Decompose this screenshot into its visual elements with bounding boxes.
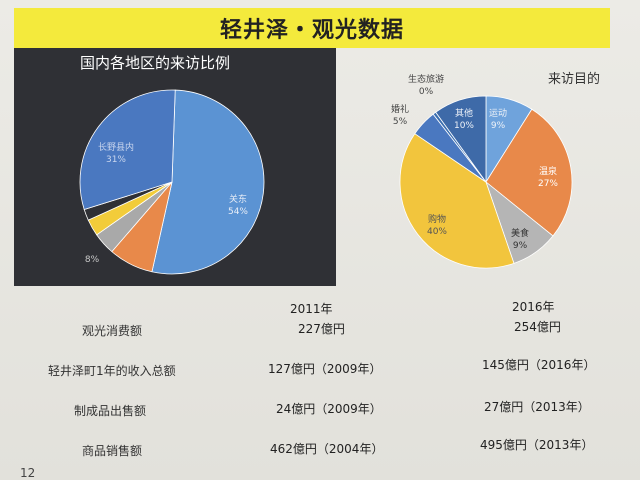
right-pie-slice-3 [399, 133, 515, 269]
right-pie-label-1-1: 27% [538, 179, 558, 189]
year-2011-header: 2011年 [290, 302, 333, 316]
right-pie-label-1-0: 温泉 [539, 165, 557, 177]
cell-manufactured-sales-2016: 27億円（2013年） [484, 400, 590, 414]
right-pie-slice-1 [485, 108, 573, 237]
right-pie-label-5-1: 0% [419, 87, 434, 97]
row-label-manufactured-sales: 制成品出售额 [74, 404, 147, 418]
right-pie-label-5-0: 生态旅游 [408, 73, 444, 85]
title-bar: 轻井泽・观光数据 [14, 8, 610, 48]
right-pie-label-0-0: 运动 [489, 108, 507, 119]
row-label-tourism-spend: 观光消费额 [82, 324, 143, 338]
left-pie-slice-5 [79, 89, 176, 211]
left-pie-slice-0 [151, 89, 265, 275]
right-pie-label-6-1: 10% [454, 121, 474, 131]
right-pie-label-6-0: 其他 [455, 107, 473, 119]
cell-tourism-spend-2011: 227億円 [298, 322, 345, 336]
left-pie-label-0-1: 54% [228, 207, 248, 217]
left-pie-label-4-0: 8% [85, 255, 100, 265]
row-label-annual-income: 轻井泽町1年的收入总额 [48, 364, 176, 378]
left-pie-label-0-0: 关东 [229, 193, 247, 205]
cell-tourism-spend-2016: 254億円 [514, 320, 561, 334]
year-2016-header: 2016年 [512, 300, 555, 314]
cell-annual-income-2016: 145億円（2016年） [482, 358, 596, 372]
cell-manufactured-sales-2011: 24億円（2009年） [276, 402, 382, 416]
right-pie-label-2-0: 美食 [511, 227, 529, 239]
left-pie-label-5-0: 长野县内 [98, 141, 134, 153]
right-pie-label-3-1: 40% [427, 227, 447, 237]
left-chart-title: 国内各地区的来访比例 [80, 54, 231, 72]
cell-goods-sales-2011: 462億円（2004年） [270, 442, 384, 456]
right-pie-label-4-0: 婚礼 [391, 103, 409, 115]
cell-annual-income-2011: 127億円（2009年） [268, 362, 382, 376]
cell-goods-sales-2016: 495億円（2013年） [480, 438, 594, 452]
right-pie-label-2-1: 9% [513, 241, 528, 251]
left-pie-label-5-1: 31% [106, 155, 126, 165]
row-label-goods-sales: 商品销售额 [82, 444, 143, 458]
right-pie-label-0-1: 9% [491, 121, 506, 131]
right-pie-slice-6 [435, 95, 487, 184]
right-pie-label-4-1: 5% [393, 117, 408, 127]
page-title: 轻井泽・观光数据 [219, 18, 404, 43]
right-chart-title: 来访目的 [548, 72, 601, 87]
right-pie-label-3-0: 购物 [428, 213, 446, 225]
page-number: 12 [20, 466, 36, 480]
